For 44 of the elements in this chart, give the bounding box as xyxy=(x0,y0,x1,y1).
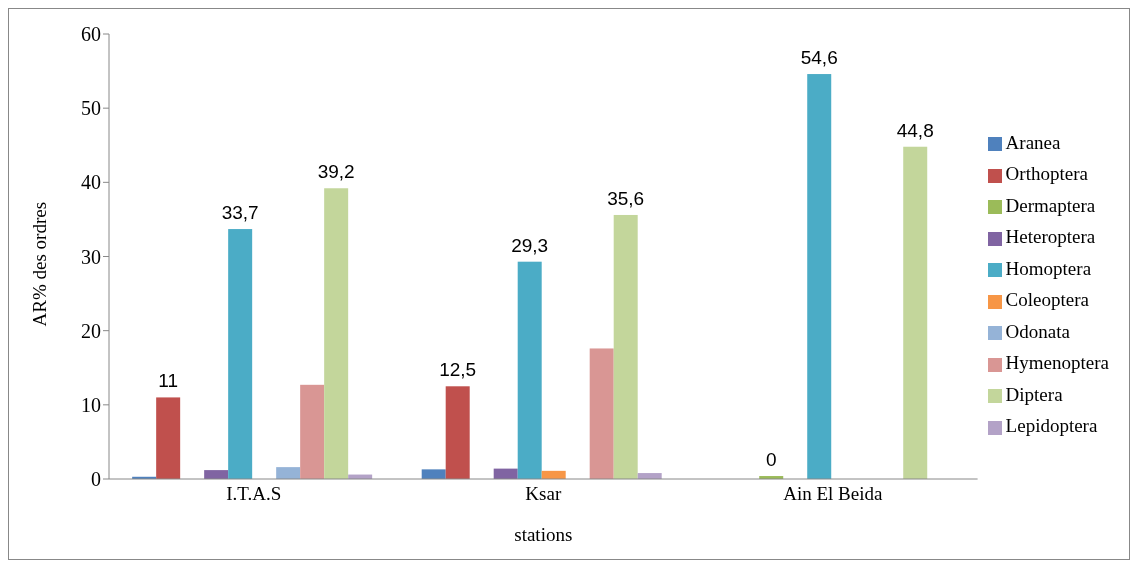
data-label: 0 xyxy=(765,449,777,471)
y-tick-label: 30 xyxy=(81,245,101,268)
bar xyxy=(613,214,638,479)
bar xyxy=(156,397,181,479)
data-label: 44,8 xyxy=(896,119,934,141)
data-label: 39,2 xyxy=(317,161,355,183)
bar xyxy=(903,146,928,479)
x-tick-label: Ain El Beida xyxy=(783,483,883,505)
legend-label: Dermaptera xyxy=(1005,194,1096,216)
legend-label: Orthoptera xyxy=(1005,163,1088,184)
data-label: 12,5 xyxy=(439,359,477,381)
y-axis-title: AR% des ordres xyxy=(28,201,50,327)
bar xyxy=(421,469,446,479)
x-tick-label: Ksar xyxy=(525,483,562,505)
legend-label: Homoptera xyxy=(1005,257,1092,279)
bar xyxy=(276,467,301,479)
y-tick-label: 40 xyxy=(81,171,101,194)
legend-label: Hymenoptera xyxy=(1005,352,1109,373)
y-tick-label: 0 xyxy=(91,468,101,491)
bar xyxy=(807,74,832,479)
y-tick-label: 10 xyxy=(81,393,101,416)
bar xyxy=(517,261,542,479)
data-label: 11 xyxy=(158,370,179,392)
y-tick-label: 60 xyxy=(81,23,101,46)
bar xyxy=(324,188,349,479)
x-tick-label: I.T.A.S xyxy=(226,483,282,505)
bar xyxy=(228,229,253,479)
data-label: 29,3 xyxy=(511,234,549,256)
legend-label: Aranea xyxy=(1005,131,1061,153)
data-label: 54,6 xyxy=(800,47,838,69)
bar xyxy=(445,386,470,479)
legend-label: Lepidoptera xyxy=(1005,415,1098,436)
legend-label: Diptera xyxy=(1005,383,1063,405)
y-tick-label: 20 xyxy=(81,319,101,342)
legend-label: Heteroptera xyxy=(1005,226,1096,247)
data-label: 35,6 xyxy=(607,187,645,209)
bar xyxy=(300,384,325,479)
x-axis-title: stations xyxy=(514,524,573,545)
legend-label: Coleoptera xyxy=(1005,289,1089,310)
data-label: 33,7 xyxy=(221,202,259,224)
bar xyxy=(589,348,614,479)
bar xyxy=(204,470,229,479)
legend-label: Odonata xyxy=(1005,320,1070,342)
y-tick-label: 50 xyxy=(81,97,101,120)
